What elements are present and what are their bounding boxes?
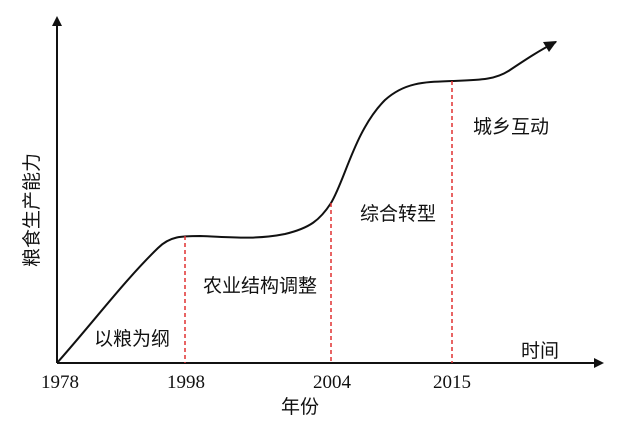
year-label-2004: 2004 [313,372,352,393]
y-axis-label: 粮食生产能力 [21,153,43,267]
growth-curve [56,41,557,364]
year-label-2015: 2015 [433,372,471,393]
year-label-1998: 1998 [167,372,205,393]
x-axis-end-label: 时间 [521,340,559,362]
x-axis-title: 年份 [281,396,319,418]
curve-arrow-icon [543,41,557,52]
phase-label-1: 以粮为纲 [94,328,170,350]
phase-label-2: 农业结构调整 [203,275,317,297]
phase-label-3: 综合转型 [360,203,436,225]
phase-label-4: 城乡互动 [473,116,549,138]
year-label-1978: 1978 [41,372,79,393]
